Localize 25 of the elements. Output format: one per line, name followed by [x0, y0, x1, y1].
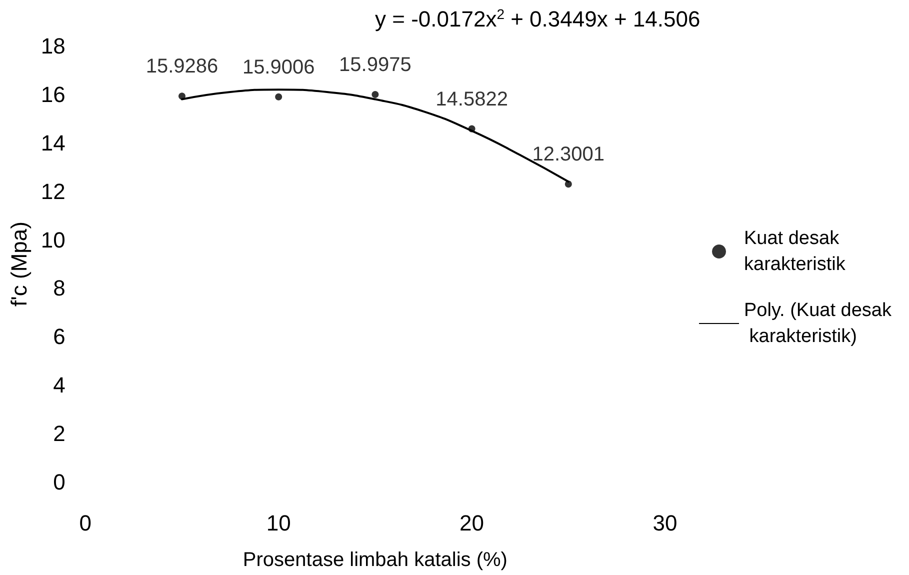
data-label: 12.3001 [532, 144, 605, 166]
y-tick-label: 10 [40, 227, 66, 252]
data-label: 15.9006 [242, 56, 315, 78]
point [372, 91, 379, 98]
y-tick-label: 8 [53, 276, 66, 301]
legend-label: Kuat desak karakteristik [744, 228, 846, 275]
x-tick-label: 0 [79, 510, 92, 536]
x-axis-title: Prosentase limbah katalis (%) [242, 549, 508, 571]
y-tick-label: 16 [40, 82, 66, 107]
y-tick-label: 2 [53, 421, 66, 446]
x-tick-label: 20 [460, 510, 484, 536]
y-tick-label: 4 [53, 372, 66, 398]
data-label: 14.5822 [436, 88, 508, 110]
x-tick-label: 30 [652, 510, 678, 536]
x-tick-label: 10 [266, 510, 291, 536]
y-tick-label: 18 [40, 34, 66, 58]
data-label: 15.9975 [339, 54, 412, 76]
legend-label: Poly. (Kuat desak karakteristik) [744, 300, 892, 347]
y-axis-title: f'c (Mpa) [6, 222, 32, 306]
y-tick-label: 14 [40, 130, 66, 156]
y-tick-label: 12 [40, 178, 66, 204]
data-label: 15.9286 [146, 56, 218, 78]
point [275, 93, 282, 100]
y-tick-label: 6 [53, 324, 66, 350]
y-tick-label: 0 [53, 470, 66, 494]
